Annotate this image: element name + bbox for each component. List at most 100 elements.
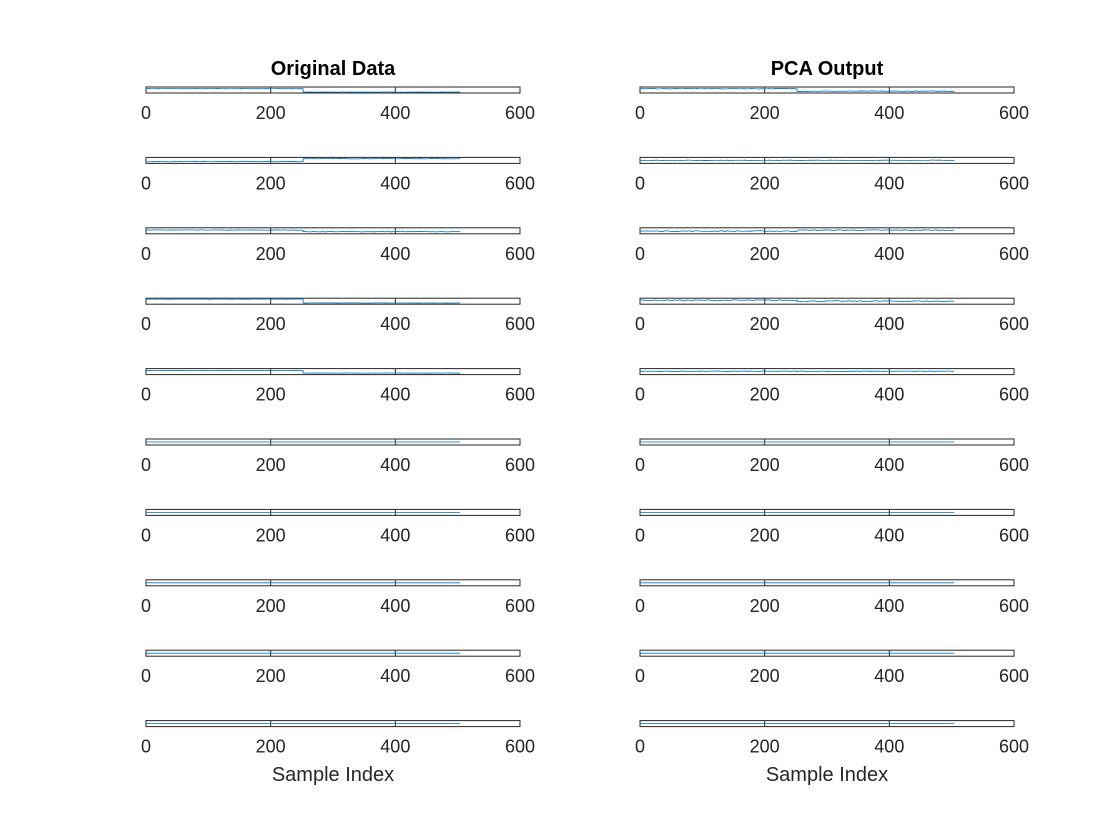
x-tick-label: 0 (635, 666, 645, 686)
x-tick-label: 0 (635, 737, 645, 757)
x-tick-label: 0 (635, 596, 645, 616)
x-tick-label: 200 (256, 314, 286, 334)
subplot: 0 200 400 600 (635, 508, 1029, 545)
subplot: 0 200 400 600 (635, 227, 1029, 264)
x-tick-label: 200 (750, 525, 780, 545)
x-tick-label: 600 (999, 666, 1029, 686)
x-tick-label: 0 (141, 596, 151, 616)
x-tick-label: 200 (256, 385, 286, 405)
x-tick-label: 600 (999, 103, 1029, 123)
x-tick-label: 600 (505, 244, 535, 264)
x-tick-label: 600 (999, 596, 1029, 616)
x-tick-label: 400 (380, 596, 410, 616)
subplot: 0 200 400 600 (141, 438, 535, 475)
subplot: 0 200 400 600 (141, 649, 535, 686)
x-tick-label: 0 (635, 525, 645, 545)
x-tick-label: 600 (505, 173, 535, 193)
axes-box (639, 86, 1015, 94)
x-tick-label: 600 (505, 666, 535, 686)
x-tick-label: 0 (635, 244, 645, 264)
x-tick-label: 200 (256, 596, 286, 616)
x-tick-label: 0 (141, 525, 151, 545)
subplot: 0 200 400 600 (141, 368, 535, 405)
subplot: 0 200 400 600 (635, 156, 1029, 193)
subplot: 0 200 400 600 (141, 86, 535, 123)
data-line (639, 229, 955, 232)
data-line (145, 298, 461, 304)
subplot: 0 200 400 600 (635, 720, 1029, 757)
x-tick-label: 0 (141, 666, 151, 686)
x-tick-label: 400 (380, 314, 410, 334)
x-tick-label: 400 (380, 455, 410, 475)
x-tick-label: 600 (505, 103, 535, 123)
right-column-title: PCA Output (770, 58, 884, 80)
x-tick-label: 200 (256, 666, 286, 686)
x-tick-label: 600 (505, 385, 535, 405)
right-x-axis-label: Sample Index (765, 764, 889, 786)
subplot: 0 200 400 600 (635, 368, 1029, 405)
x-tick-label: 0 (141, 455, 151, 475)
data-line (145, 157, 461, 163)
x-tick-label: 200 (256, 173, 286, 193)
x-tick-label: 200 (256, 244, 286, 264)
subplot: 0 200 400 600 (635, 297, 1029, 334)
x-tick-label: 200 (750, 173, 780, 193)
x-tick-label: 600 (999, 737, 1029, 757)
x-tick-label: 400 (874, 314, 904, 334)
x-tick-label: 400 (874, 173, 904, 193)
x-tick-label: 0 (141, 173, 151, 193)
x-tick-label: 400 (874, 596, 904, 616)
axes-box (639, 297, 1015, 305)
x-tick-label: 200 (750, 455, 780, 475)
x-tick-label: 400 (380, 244, 410, 264)
x-tick-label: 400 (874, 455, 904, 475)
subplot: 0 200 400 600 (635, 579, 1029, 616)
x-tick-label: 600 (999, 173, 1029, 193)
x-tick-label: 600 (505, 596, 535, 616)
x-tick-label: 600 (999, 525, 1029, 545)
subplot: 0 200 400 600 (141, 579, 535, 616)
x-tick-label: 600 (999, 385, 1029, 405)
x-tick-label: 200 (256, 103, 286, 123)
subplot: 0 200 400 600 (141, 720, 535, 757)
x-tick-label: 400 (874, 103, 904, 123)
x-tick-label: 400 (380, 666, 410, 686)
data-line (639, 370, 955, 373)
x-tick-label: 0 (141, 385, 151, 405)
x-tick-label: 200 (750, 596, 780, 616)
x-tick-label: 400 (874, 666, 904, 686)
x-tick-label: 400 (874, 385, 904, 405)
x-tick-label: 400 (380, 737, 410, 757)
x-tick-label: 600 (999, 314, 1029, 334)
x-tick-label: 200 (750, 244, 780, 264)
subplot: 0 200 400 600 (635, 86, 1029, 123)
x-tick-label: 0 (141, 103, 151, 123)
subplot: 0 200 400 600 (141, 297, 535, 334)
x-tick-label: 200 (750, 314, 780, 334)
data-line (639, 87, 955, 92)
x-tick-label: 400 (380, 385, 410, 405)
left-x-axis-label: Sample Index (271, 764, 395, 786)
data-line (145, 369, 461, 374)
x-tick-label: 400 (380, 525, 410, 545)
x-tick-label: 200 (750, 103, 780, 123)
subplot: 0 200 400 600 (635, 438, 1029, 475)
data-line (639, 299, 955, 303)
x-tick-label: 200 (256, 455, 286, 475)
subplot: 0 200 400 600 (141, 227, 535, 264)
x-tick-label: 0 (141, 244, 151, 264)
x-tick-label: 200 (256, 737, 286, 757)
axes-box (145, 227, 521, 235)
x-tick-label: 600 (505, 455, 535, 475)
data-line (145, 88, 461, 93)
x-tick-label: 600 (505, 737, 535, 757)
x-tick-label: 600 (999, 244, 1029, 264)
x-tick-label: 200 (750, 737, 780, 757)
subplot: 0 200 400 600 (141, 508, 535, 545)
x-tick-label: 0 (635, 314, 645, 334)
x-tick-label: 0 (635, 103, 645, 123)
x-tick-label: 400 (380, 103, 410, 123)
x-tick-label: 200 (750, 385, 780, 405)
subplot: 0 200 400 600 (141, 156, 535, 193)
